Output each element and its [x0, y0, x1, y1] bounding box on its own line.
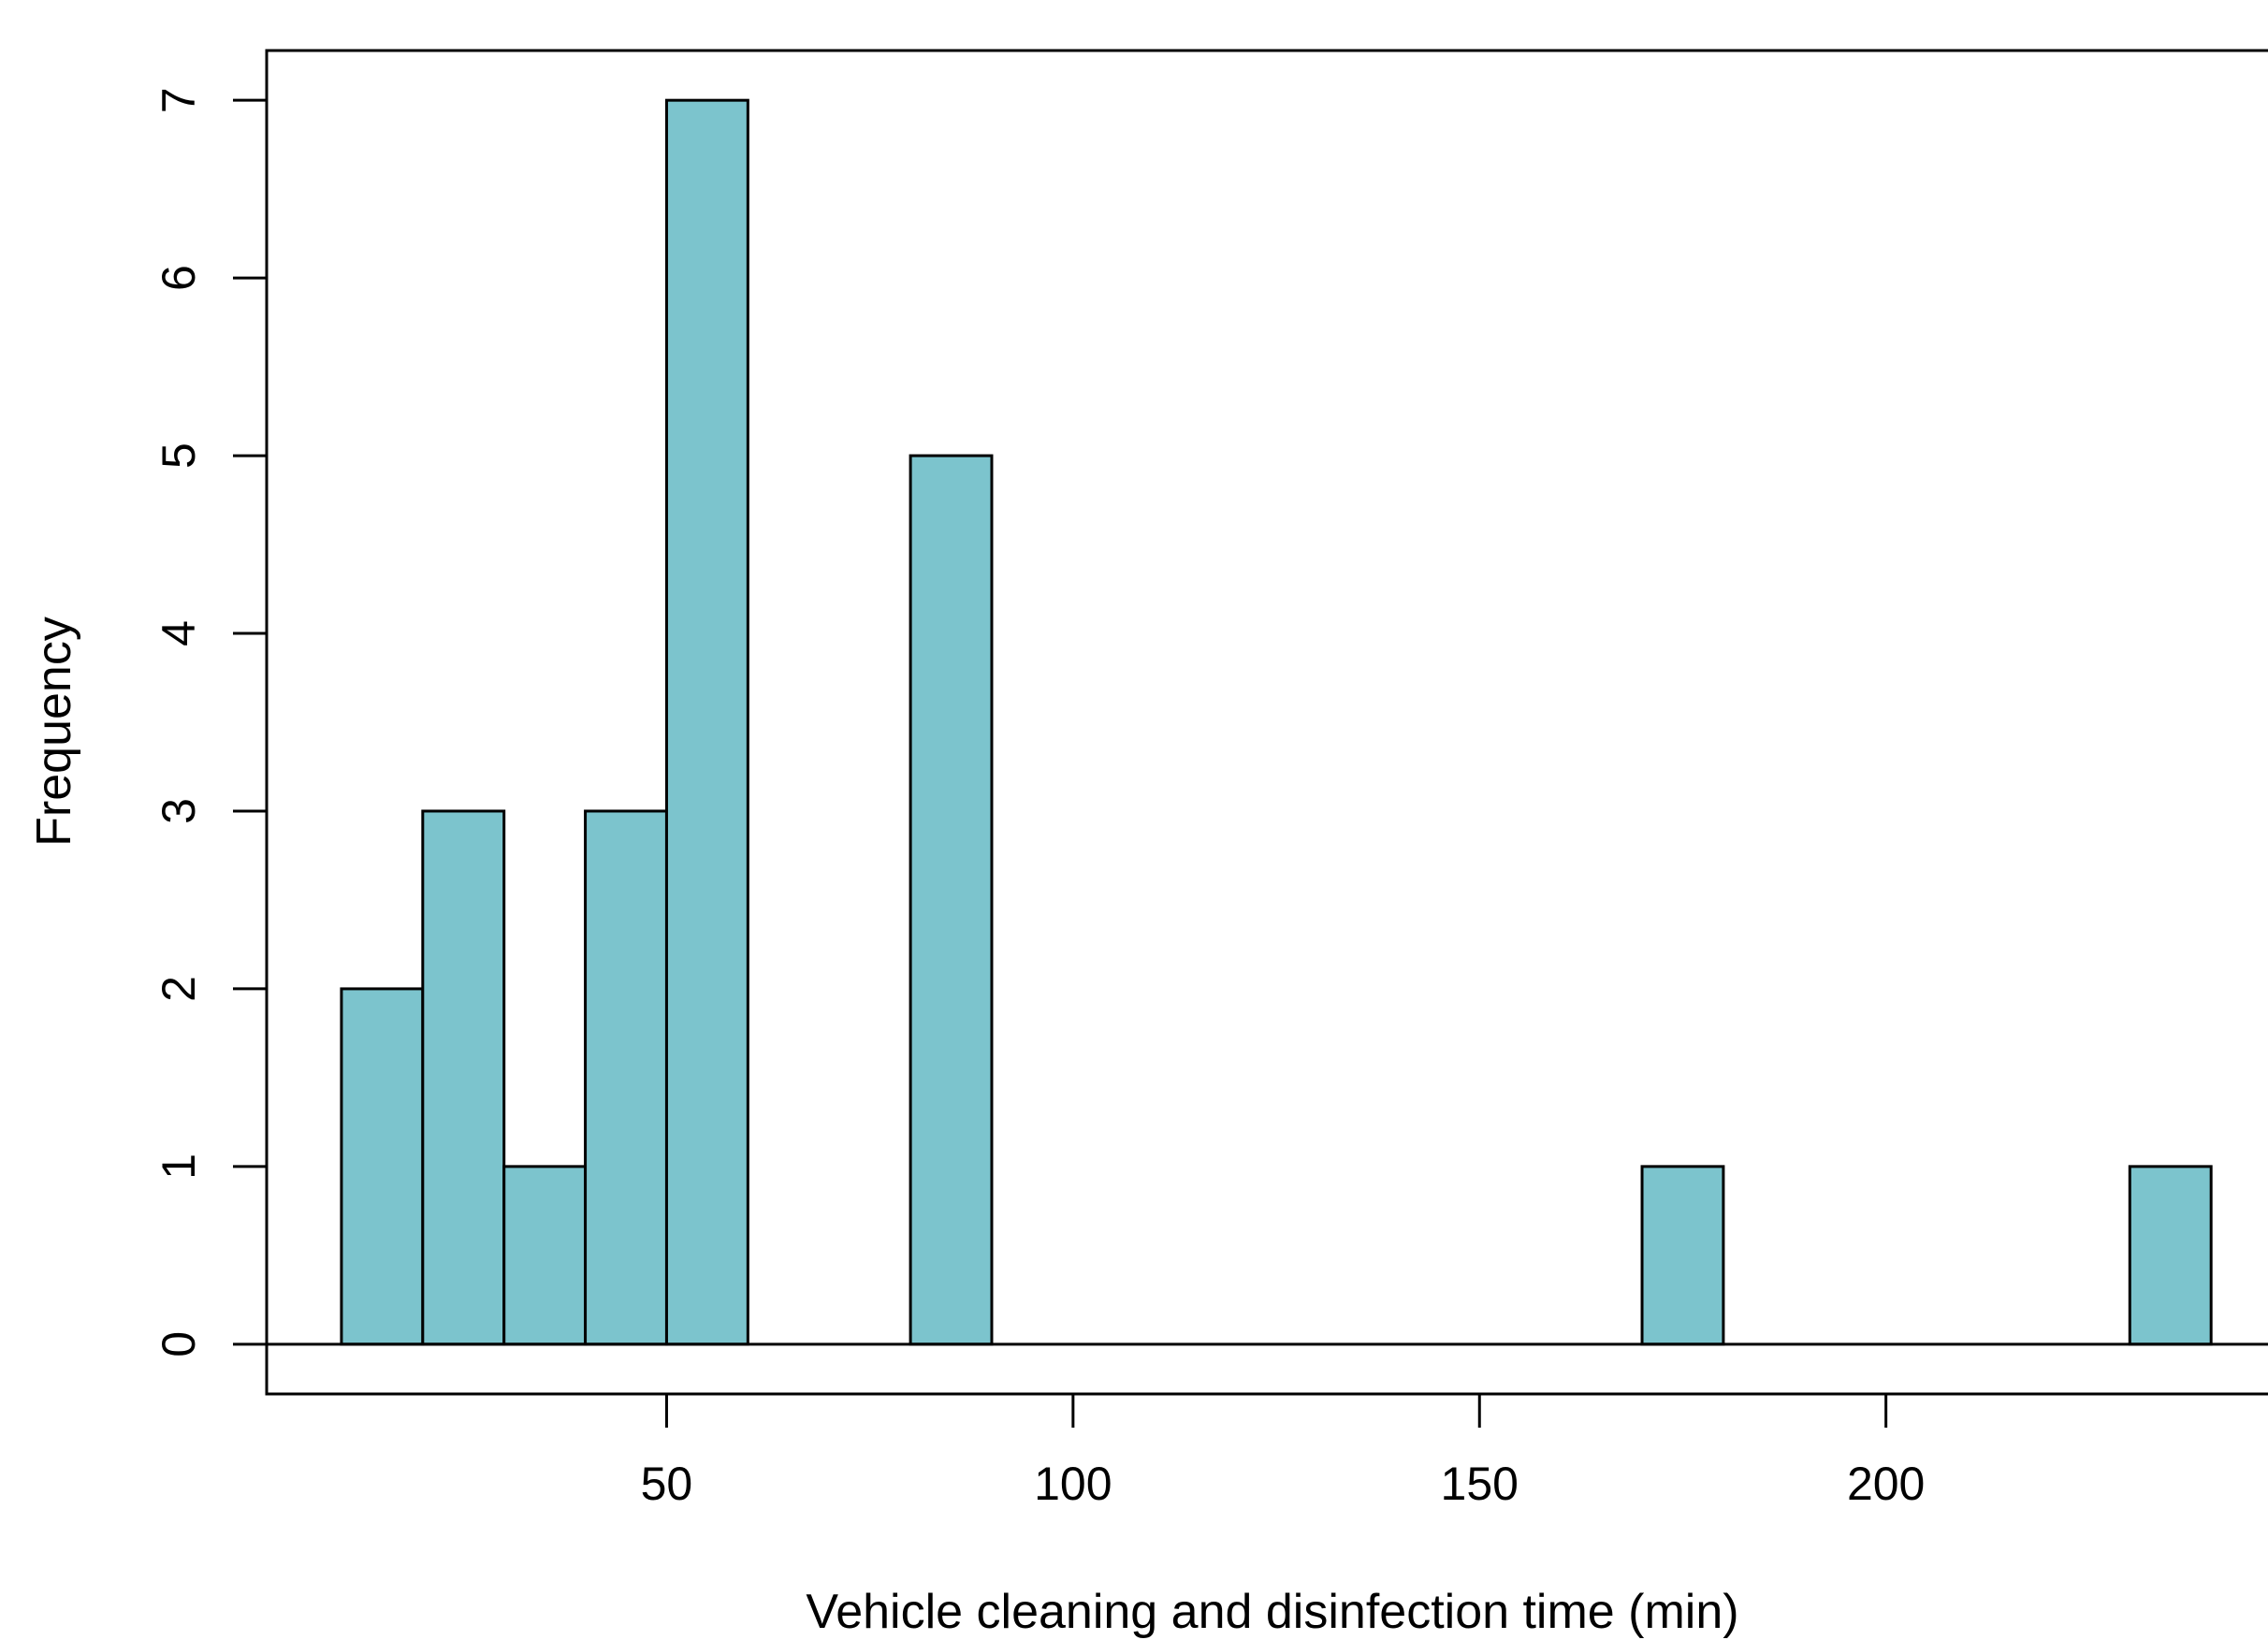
- histogram-bar-80-90: [909, 454, 994, 1346]
- x-tick-label-50: 50: [641, 1458, 693, 1510]
- y-tick-label-1: 1: [153, 1154, 205, 1180]
- histogram-bar-230-240: [2128, 1165, 2213, 1346]
- bars-group: [340, 98, 2213, 1346]
- x-axis-label: Vehicle cleaning and disinfection time (…: [806, 1585, 1738, 1639]
- y-tick-label-7: 7: [153, 87, 205, 113]
- histogram-bar-170-180: [1640, 1165, 1725, 1346]
- x-tick-label-100: 100: [1034, 1458, 1112, 1510]
- y-tick-label-4: 4: [153, 620, 205, 646]
- y-tick-label-6: 6: [153, 265, 205, 291]
- histogram-bar-30-40: [502, 1165, 588, 1346]
- plot-frame: [265, 49, 2268, 1396]
- y-tick-label-2: 2: [153, 976, 205, 1002]
- histogram-bar-40-50: [584, 809, 668, 1346]
- y-tick-label-5: 5: [153, 443, 205, 469]
- histogram-bar-10-20: [340, 987, 425, 1346]
- y-tick-label-3: 3: [153, 798, 205, 824]
- x-tick-label-200: 200: [1847, 1458, 1925, 1510]
- histogram-bar-20-30: [421, 809, 506, 1346]
- y-tick-label-0: 0: [153, 1331, 205, 1357]
- x-axis-ticks: 50 100 150 200: [641, 1394, 1925, 1510]
- histogram-bar-50-60: [664, 98, 749, 1346]
- y-axis-ticks: 0 1 2 3 4 5 6 7: [153, 87, 267, 1357]
- x-tick-label-150: 150: [1441, 1458, 1519, 1510]
- y-axis-label: Frequency: [27, 617, 81, 847]
